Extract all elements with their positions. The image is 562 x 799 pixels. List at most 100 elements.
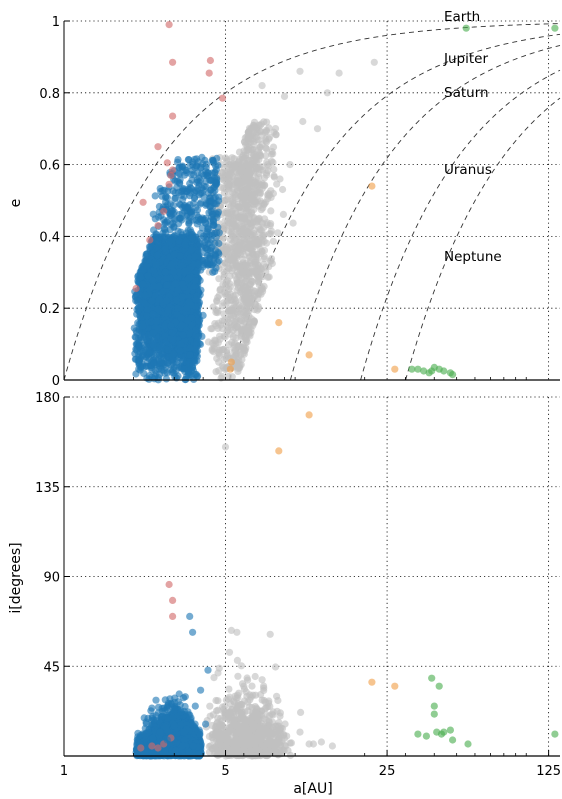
curve-label-earth: Earth — [444, 9, 480, 25]
jupiter-family-point — [237, 333, 245, 341]
inner-point — [169, 112, 177, 120]
jupiter-family-point — [216, 332, 224, 340]
main-belt-point — [162, 297, 171, 305]
inner-point — [154, 143, 162, 151]
jupiter-family-point — [266, 222, 274, 230]
main-belt-point — [143, 336, 151, 344]
main-belt-point — [209, 218, 217, 226]
main-belt-point — [144, 347, 152, 355]
jupiter-family-point — [220, 299, 228, 307]
jupiter-family-point — [213, 297, 221, 305]
jupiter-family-point — [265, 273, 273, 281]
main-belt-point — [143, 374, 151, 382]
jupiter-family-point — [252, 179, 260, 188]
top-y-tick-label: 0.6 — [39, 159, 60, 174]
main-belt-point — [149, 329, 158, 337]
main-belt-point — [185, 274, 193, 282]
jupiter-family-point — [243, 196, 251, 205]
jupiter-family-point — [247, 167, 255, 175]
jupiter-family-point — [232, 209, 240, 217]
jupiter-family-point — [229, 264, 237, 272]
main-belt-point — [163, 281, 171, 289]
jupiter-family-point — [248, 269, 256, 277]
jupiter-family-point — [274, 229, 282, 237]
main-belt-point — [182, 229, 191, 237]
main-belt-point — [208, 210, 216, 218]
inner-point — [205, 69, 213, 77]
jupiter-family-point — [220, 268, 228, 276]
tno-point — [462, 24, 470, 32]
jupiter-family-point — [234, 187, 242, 195]
inner-point — [154, 222, 162, 230]
main-belt-point — [173, 158, 182, 166]
top-y-tick-label: 0.8 — [39, 87, 60, 102]
main-belt-point — [211, 168, 219, 176]
main-belt-point — [183, 304, 191, 312]
main-belt-point — [170, 201, 178, 209]
tno-point — [551, 24, 559, 32]
inner-point — [165, 180, 173, 188]
jupiter-family-point — [228, 373, 236, 381]
main-belt-point — [179, 163, 187, 171]
main-belt-point — [193, 268, 201, 276]
top-y-tick-label: 1 — [52, 15, 60, 30]
jupiter-family-point — [238, 355, 246, 364]
jupiter-family-point — [231, 222, 239, 230]
main-belt-point — [197, 229, 205, 237]
jupiter-family-point — [231, 243, 239, 251]
jupiter-family-point — [224, 212, 232, 220]
jupiter-family-point — [265, 263, 273, 271]
jupiter-family-point — [234, 178, 242, 186]
jupiter-family-point — [223, 179, 231, 187]
jupiter-family-point — [229, 333, 237, 341]
jupiter-family-point — [270, 165, 278, 173]
jupiter-family-point — [280, 92, 289, 100]
tno-point — [449, 371, 457, 379]
jupiter-family-point — [289, 219, 297, 227]
jupiter-family-point — [236, 316, 245, 324]
jupiter-family-point — [264, 161, 272, 169]
main-belt-point — [161, 245, 169, 253]
jupiter-family-point — [240, 311, 248, 319]
main-belt-point — [164, 306, 172, 314]
main-belt-point — [185, 220, 193, 228]
main-belt-point — [211, 178, 219, 187]
curve-label-neptune: Neptune — [444, 249, 502, 265]
jupiter-family-point — [209, 303, 217, 311]
jupiter-family-point — [218, 372, 226, 380]
jupiter-family-point — [230, 341, 238, 349]
centaurs-point — [227, 358, 235, 366]
jupiter-family-point — [250, 141, 258, 149]
jupiter-family-point — [260, 118, 268, 126]
main-belt-point — [176, 347, 184, 355]
main-belt-point — [167, 322, 175, 330]
jupiter-family-point — [335, 69, 343, 77]
top-points — [130, 21, 559, 384]
jupiter-family-point — [273, 180, 281, 188]
jupiter-family-point — [255, 240, 263, 248]
main-belt-point — [136, 291, 144, 299]
main-belt-point — [154, 305, 162, 313]
jupiter-family-point — [238, 211, 246, 219]
jupiter-family-point — [251, 233, 259, 241]
jupiter-family-point — [223, 196, 231, 204]
jupiter-family-point — [242, 344, 250, 352]
jupiter-family-point — [229, 199, 237, 207]
main-belt-point — [199, 160, 207, 168]
jupiter-family-point — [267, 227, 275, 235]
main-belt-point — [135, 297, 143, 305]
jupiter-family-point — [255, 274, 263, 282]
jupiter-family-point — [261, 698, 270, 706]
inner-point — [167, 171, 175, 179]
centaurs-point — [305, 351, 313, 359]
main-belt-point — [184, 317, 192, 325]
jupiter-family-point — [258, 131, 266, 139]
jupiter-family-point — [244, 290, 252, 298]
jupiter-family-point — [218, 325, 226, 333]
main-belt-point — [179, 331, 187, 339]
main-belt-point — [161, 268, 170, 276]
main-belt-point — [187, 246, 195, 254]
curve-jupiter — [229, 33, 561, 381]
main-belt-point — [174, 304, 182, 312]
